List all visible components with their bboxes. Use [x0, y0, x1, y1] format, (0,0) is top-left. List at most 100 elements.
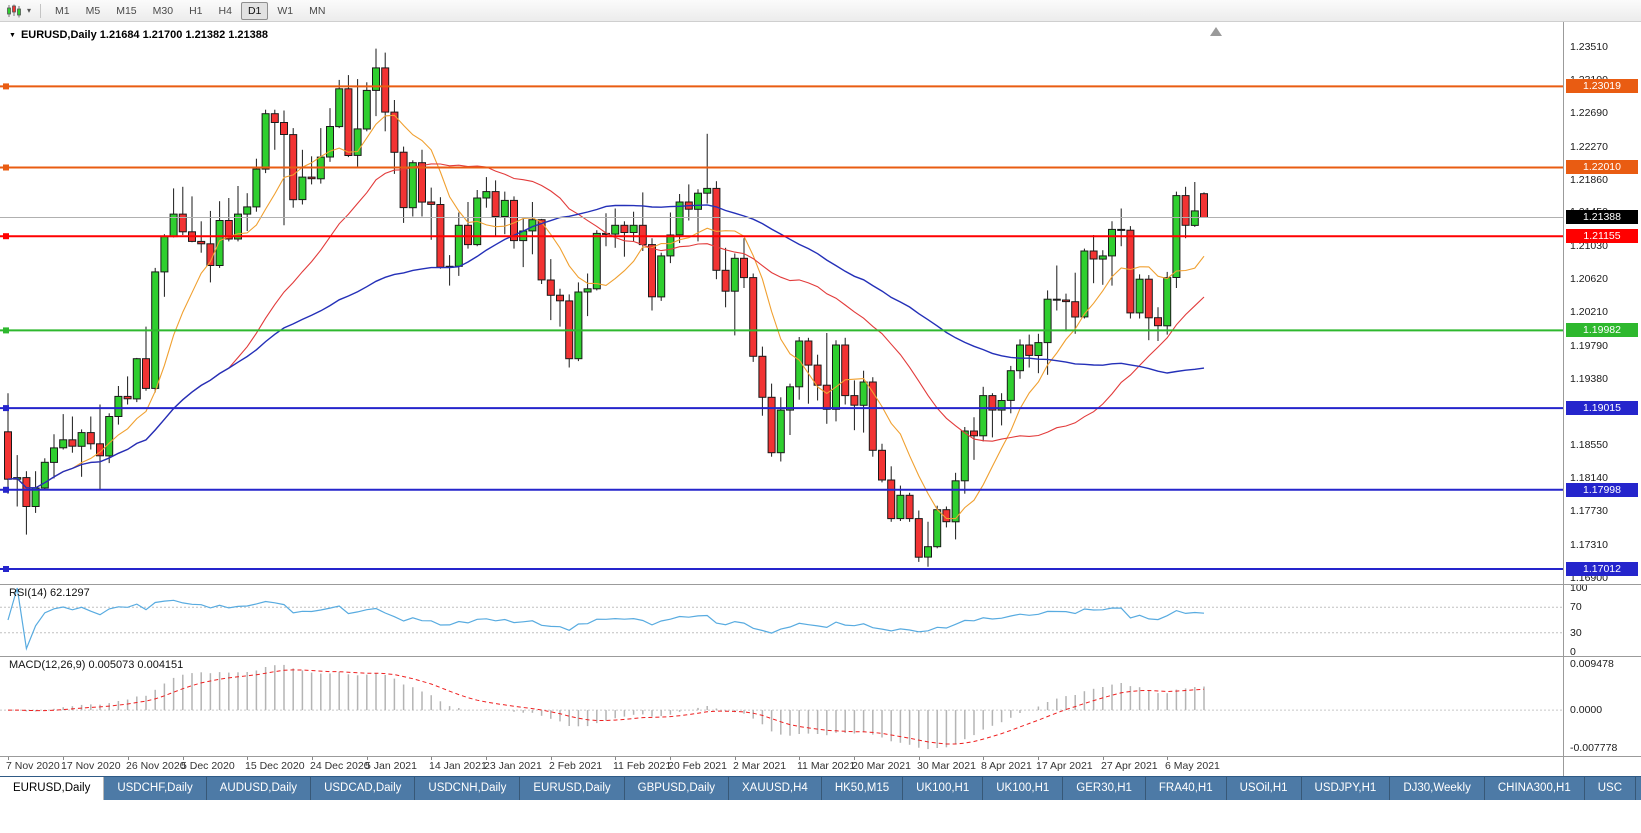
date-label: 11 Mar 2021: [797, 760, 856, 772]
date-label: 2 Mar 2021: [733, 760, 787, 772]
symbol-caret-icon[interactable]: ▼: [9, 31, 16, 39]
line-anchor-handle[interactable]: [3, 233, 9, 240]
line-price-tag: 1.17012: [1566, 562, 1638, 576]
date-label: 27 Apr 2021: [1101, 760, 1158, 772]
timeframe-button-m30[interactable]: M30: [152, 4, 174, 17]
chart-tab-audusd-daily[interactable]: AUDUSD,Daily: [207, 777, 312, 800]
line-anchor-handle[interactable]: [3, 327, 9, 334]
chart-tab-usc[interactable]: USC: [1585, 777, 1637, 800]
chart-tab-gbpusd-daily[interactable]: GBPUSD,Daily: [625, 777, 729, 800]
price-chart-canvas[interactable]: [0, 22, 1563, 584]
chart-tab-xauusd-h4[interactable]: XAUUSD,H4: [729, 777, 822, 800]
date-label: 20 Feb 2021: [668, 760, 727, 772]
macd-scale-label: 0.0000: [1570, 704, 1603, 716]
chart-tab-ger30-h1[interactable]: GER30,H1: [1063, 777, 1146, 800]
price-scale-label: 1.17730: [1570, 505, 1608, 517]
macd-canvas[interactable]: [0, 656, 1563, 756]
chart-tab-fra40-h1[interactable]: FRA40,H1: [1146, 777, 1227, 800]
macd-panel[interactable]: MACD(12,26,9) 0.005073 0.004151: [0, 656, 1563, 756]
time-tick: [128, 756, 129, 760]
date-label: 8 Apr 2021: [981, 760, 1032, 772]
timeframe-button-h4[interactable]: H4: [218, 4, 232, 17]
toolbar-separator: [40, 3, 42, 18]
chart-tab-eurusd-daily[interactable]: EURUSD,Daily: [520, 777, 625, 800]
date-label: 2 Feb 2021: [549, 760, 603, 772]
time-tick: [486, 756, 487, 760]
timeframe-button-mn[interactable]: MN: [309, 4, 326, 17]
chart-tab-eurusd-daily[interactable]: EURUSD,Daily: [0, 777, 105, 800]
price-axis[interactable]: 1.235101.231001.226901.222701.218601.214…: [1563, 22, 1641, 776]
time-tick: [247, 756, 248, 760]
timeframe-button-m15[interactable]: M15: [116, 4, 137, 17]
date-label: 17 Apr 2021: [1036, 760, 1093, 772]
date-label: 6 May 2021: [1165, 760, 1220, 772]
time-tick: [854, 756, 855, 760]
line-anchor-handle[interactable]: [3, 405, 9, 412]
line-anchor-handle[interactable]: [3, 566, 9, 572]
macd-scale-label: 0.009478: [1570, 658, 1614, 670]
macd-title: MACD(12,26,9) 0.005073 0.004151: [9, 659, 184, 671]
line-anchor-handle[interactable]: [3, 83, 9, 90]
line-price-tag: 1.23019: [1566, 79, 1638, 93]
price-scale-label: 1.22690: [1570, 107, 1608, 119]
date-label: 5 Dec 2020: [181, 760, 235, 772]
time-tick: [431, 756, 432, 760]
chart-tab-usdjpy-h1[interactable]: USDJPY,H1: [1302, 777, 1391, 800]
date-label: 23 Jan 2021: [484, 760, 542, 772]
price-scale-label: 1.19790: [1570, 340, 1608, 352]
line-anchor-handle[interactable]: [3, 486, 9, 493]
rsi-scale-label: 100: [1570, 582, 1588, 594]
date-label: 30 Mar 2021: [917, 760, 976, 772]
panel-divider[interactable]: [0, 656, 1641, 657]
chart-tab-uk100-h1[interactable]: UK100,H1: [983, 777, 1064, 800]
panel-divider[interactable]: [0, 584, 1641, 585]
rsi-canvas[interactable]: [0, 584, 1563, 656]
bid-price-tag: 1.21388: [1566, 210, 1638, 224]
rsi-scale-label: 0: [1570, 646, 1576, 658]
chart-type-dropdown-icon[interactable]: ▾: [27, 6, 32, 15]
line-price-tag: 1.17998: [1566, 483, 1638, 497]
price-chart-panel[interactable]: ▼ EURUSD,Daily 1.21684 1.21700 1.21382 1…: [0, 22, 1563, 584]
timeframe-button-d1[interactable]: D1: [240, 1, 269, 20]
chart-tab-china300-h1[interactable]: CHINA300,H1: [1485, 777, 1585, 800]
time-tick: [63, 756, 64, 760]
chart-shift-marker-icon[interactable]: [1210, 27, 1222, 36]
rsi-line: [7, 587, 1205, 651]
time-tick: [367, 756, 368, 760]
chart-tab-usdcnh-daily[interactable]: USDCNH,Daily: [415, 777, 521, 800]
line-price-tag: 1.19015: [1566, 401, 1638, 415]
price-scale-label: 1.21030: [1570, 240, 1608, 252]
price-scale-label: 1.18140: [1570, 472, 1608, 484]
time-tick: [615, 756, 616, 760]
macd-histogram: [25, 664, 1205, 750]
price-scale-label: 1.18550: [1570, 439, 1608, 451]
line-price-tag: 1.21155: [1566, 229, 1638, 243]
chart-tab-dj30-weekly[interactable]: DJ30,Weekly: [1390, 777, 1485, 800]
date-label: 7 Nov 2020: [6, 760, 60, 772]
chart-tab-hk50-m15[interactable]: HK50,M15: [822, 777, 904, 800]
time-axis[interactable]: 7 Nov 2020 17 Nov 2020 26 Nov 2020 5 Dec 20…: [0, 756, 1563, 776]
time-tick: [551, 756, 552, 760]
time-tick: [1038, 756, 1039, 760]
line-anchor-handle[interactable]: [3, 164, 9, 171]
time-tick: [312, 756, 313, 760]
moving-average-8: [7, 114, 1205, 520]
timeframe-button-h1[interactable]: H1: [189, 4, 203, 17]
timeframe-button-m1[interactable]: M1: [55, 4, 70, 17]
timeframe-button-w1[interactable]: W1: [277, 4, 294, 17]
chart-tab-usdchf-daily[interactable]: USDCHF,Daily: [104, 777, 207, 800]
chart-tab-usdcad-daily[interactable]: USDCAD,Daily: [311, 777, 416, 800]
time-tick: [983, 756, 984, 760]
price-scale-label: 1.23510: [1570, 41, 1608, 53]
price-scale-label: 1.17310: [1570, 539, 1608, 551]
date-label: 24 Dec 2020: [310, 760, 370, 772]
timeframe-button-m5[interactable]: M5: [85, 4, 101, 17]
chart-tab-uk100-h1[interactable]: UK100,H1: [903, 777, 984, 800]
chart-tab-usoil-h1[interactable]: USOil,H1: [1227, 777, 1302, 800]
chart-type-icon[interactable]: [4, 3, 24, 19]
timeframe-buttons: M1 M5 M15 M30 H1 H4 D1 W1 MN: [47, 1, 333, 20]
price-scale-label: 1.20210: [1570, 306, 1608, 318]
line-price-tag: 1.22010: [1566, 160, 1638, 174]
macd-scale-label: -0.007778: [1570, 742, 1618, 754]
rsi-panel[interactable]: RSI(14) 62.1297: [0, 584, 1563, 656]
